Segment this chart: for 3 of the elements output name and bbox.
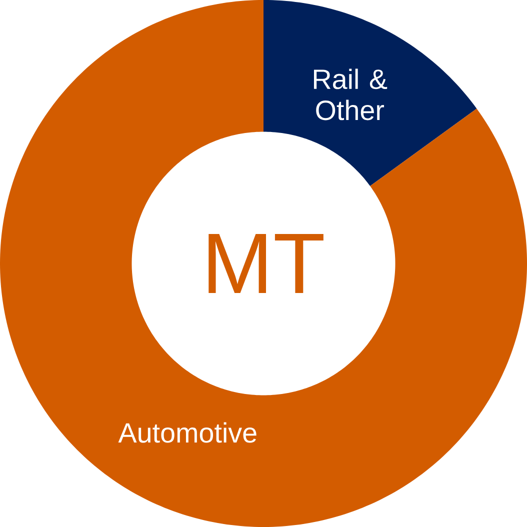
slice-label: Automotive [118,422,256,443]
slice-label: Rail & Other [314,68,388,120]
text: MT [208,234,324,293]
